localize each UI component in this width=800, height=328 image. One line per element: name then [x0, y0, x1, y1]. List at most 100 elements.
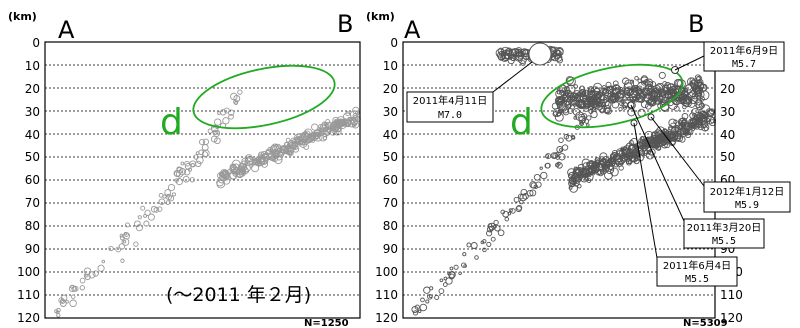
hypocenter-mark: [504, 48, 513, 57]
right-frame: [402, 41, 716, 319]
hypocenter-mark: [594, 91, 605, 102]
hypocenter-mark: [228, 113, 234, 120]
hypocenter-mark: [438, 288, 445, 294]
hypocenter-mark: [598, 105, 606, 113]
hypocenter-mark: [550, 52, 560, 62]
hypocenter-mark: [695, 101, 705, 110]
left-region-ellipse: [192, 64, 336, 130]
right-region-ellipse: [540, 63, 684, 129]
hypocenter-mark: [686, 128, 694, 136]
hypocenter-mark: [609, 156, 615, 163]
hypocenter-mark: [285, 146, 295, 155]
callout-magnitude: M5.5: [712, 236, 736, 247]
hypocenter-mark: [211, 124, 219, 133]
hypocenter-mark: [458, 271, 462, 276]
hypocenter-mark: [273, 143, 282, 152]
hypocenter-mark: [140, 205, 146, 211]
hypocenter-mark: [690, 79, 697, 86]
hypocenter-mark: [656, 126, 665, 136]
callout-box: [406, 91, 494, 123]
hypocenter-mark: [701, 123, 710, 132]
hypocenter-mark: [622, 77, 630, 85]
hypocenter-mark: [604, 107, 612, 115]
right-outer-tick-50: 50: [720, 150, 735, 164]
hypocenter-mark: [679, 96, 687, 103]
hypocenter-mark: [453, 264, 459, 270]
hypocenter-mark: [545, 162, 551, 169]
hypocenter-mark: [609, 158, 616, 165]
hypocenter-mark: [101, 259, 106, 264]
left-tick-90: 90: [25, 242, 40, 256]
hypocenter-mark: [482, 239, 487, 244]
hypocenter-mark: [535, 181, 542, 188]
hypocenter-mark: [609, 86, 614, 91]
callout-date: 2012年1月12日: [710, 185, 785, 198]
right-tick-60: 60: [383, 173, 398, 187]
left-label-b: B: [337, 10, 353, 38]
hypocenter-mark: [232, 163, 240, 171]
hypocenter-mark: [555, 89, 564, 99]
hypocenter-mark: [593, 100, 598, 106]
left-tick-20: 20: [25, 82, 40, 96]
hypocenter-mark: [558, 153, 566, 161]
hypocenter-mark: [227, 168, 233, 174]
callout-m5-7: 2011年6月9日 M5.7: [703, 41, 785, 72]
right-tick-90: 90: [383, 242, 398, 256]
right-outer-tick-20: 20: [720, 82, 735, 96]
left-tick-80: 80: [25, 219, 40, 233]
hypocenter-mark: [590, 110, 598, 119]
right-outer-tick-30: 30: [720, 105, 735, 119]
hypocenter-mark: [434, 294, 440, 301]
right-tick-10: 10: [383, 59, 398, 73]
hypocenter-mark: [699, 90, 710, 101]
hypocenter-mark: [118, 243, 126, 250]
hypocenter-mark: [83, 267, 92, 275]
hypocenter-mark: [108, 245, 114, 252]
hypocenter-mark: [545, 153, 552, 160]
hypocenter-mark: [579, 121, 585, 126]
hypocenter-mark: [697, 83, 707, 93]
hypocenter-mark: [647, 81, 653, 87]
hypocenter-mark: [526, 189, 534, 197]
left-tick-50: 50: [25, 150, 40, 164]
hypocenter-mark: [303, 143, 310, 150]
hypocenter-mark: [124, 222, 131, 228]
hypocenter-mark: [313, 131, 319, 137]
hypocenter-mark: [636, 141, 645, 150]
hypocenter-mark: [597, 169, 604, 177]
hypocenter-mark: [555, 49, 562, 57]
hypocenter-mark: [187, 167, 192, 172]
left-tick-30: 30: [25, 105, 40, 119]
hypocenter-mark: [507, 57, 515, 65]
left-tick-0: 0: [32, 36, 40, 50]
hypocenter-mark: [680, 121, 687, 128]
hypocenter-mark: [425, 299, 430, 304]
hypocenter-mark: [587, 105, 594, 111]
hypocenter-mark: [539, 166, 543, 170]
hypocenter-mark: [238, 162, 244, 169]
hypocenter-mark: [597, 99, 606, 107]
hypocenter-mark: [696, 112, 705, 121]
hypocenter-mark: [122, 240, 127, 244]
hypocenter-mark: [664, 82, 672, 89]
event-m7-marker: [528, 42, 552, 66]
hypocenter-mark: [228, 109, 235, 116]
hypocenter-mark: [158, 198, 166, 205]
hypocenter-mark: [69, 299, 77, 308]
callout-date: 2011年6月9日: [710, 44, 778, 57]
hypocenter-mark: [572, 169, 581, 178]
hypocenter-mark: [158, 192, 164, 198]
hypocenter-mark: [568, 176, 577, 185]
hypocenter-mark: [353, 119, 359, 124]
hypocenter-mark: [611, 100, 620, 109]
left-tick-120: 120: [17, 311, 40, 325]
hypocenter-mark: [311, 123, 319, 131]
right-label-a: A: [404, 16, 421, 44]
hypocenter-mark: [572, 180, 577, 185]
hypocenter-mark: [673, 119, 678, 124]
hypocenter-mark: [618, 106, 623, 112]
hypocenter-mark: [288, 150, 294, 156]
hypocenter-mark: [579, 85, 586, 92]
hypocenter-mark: [508, 208, 513, 213]
hypocenter-mark: [557, 98, 564, 105]
